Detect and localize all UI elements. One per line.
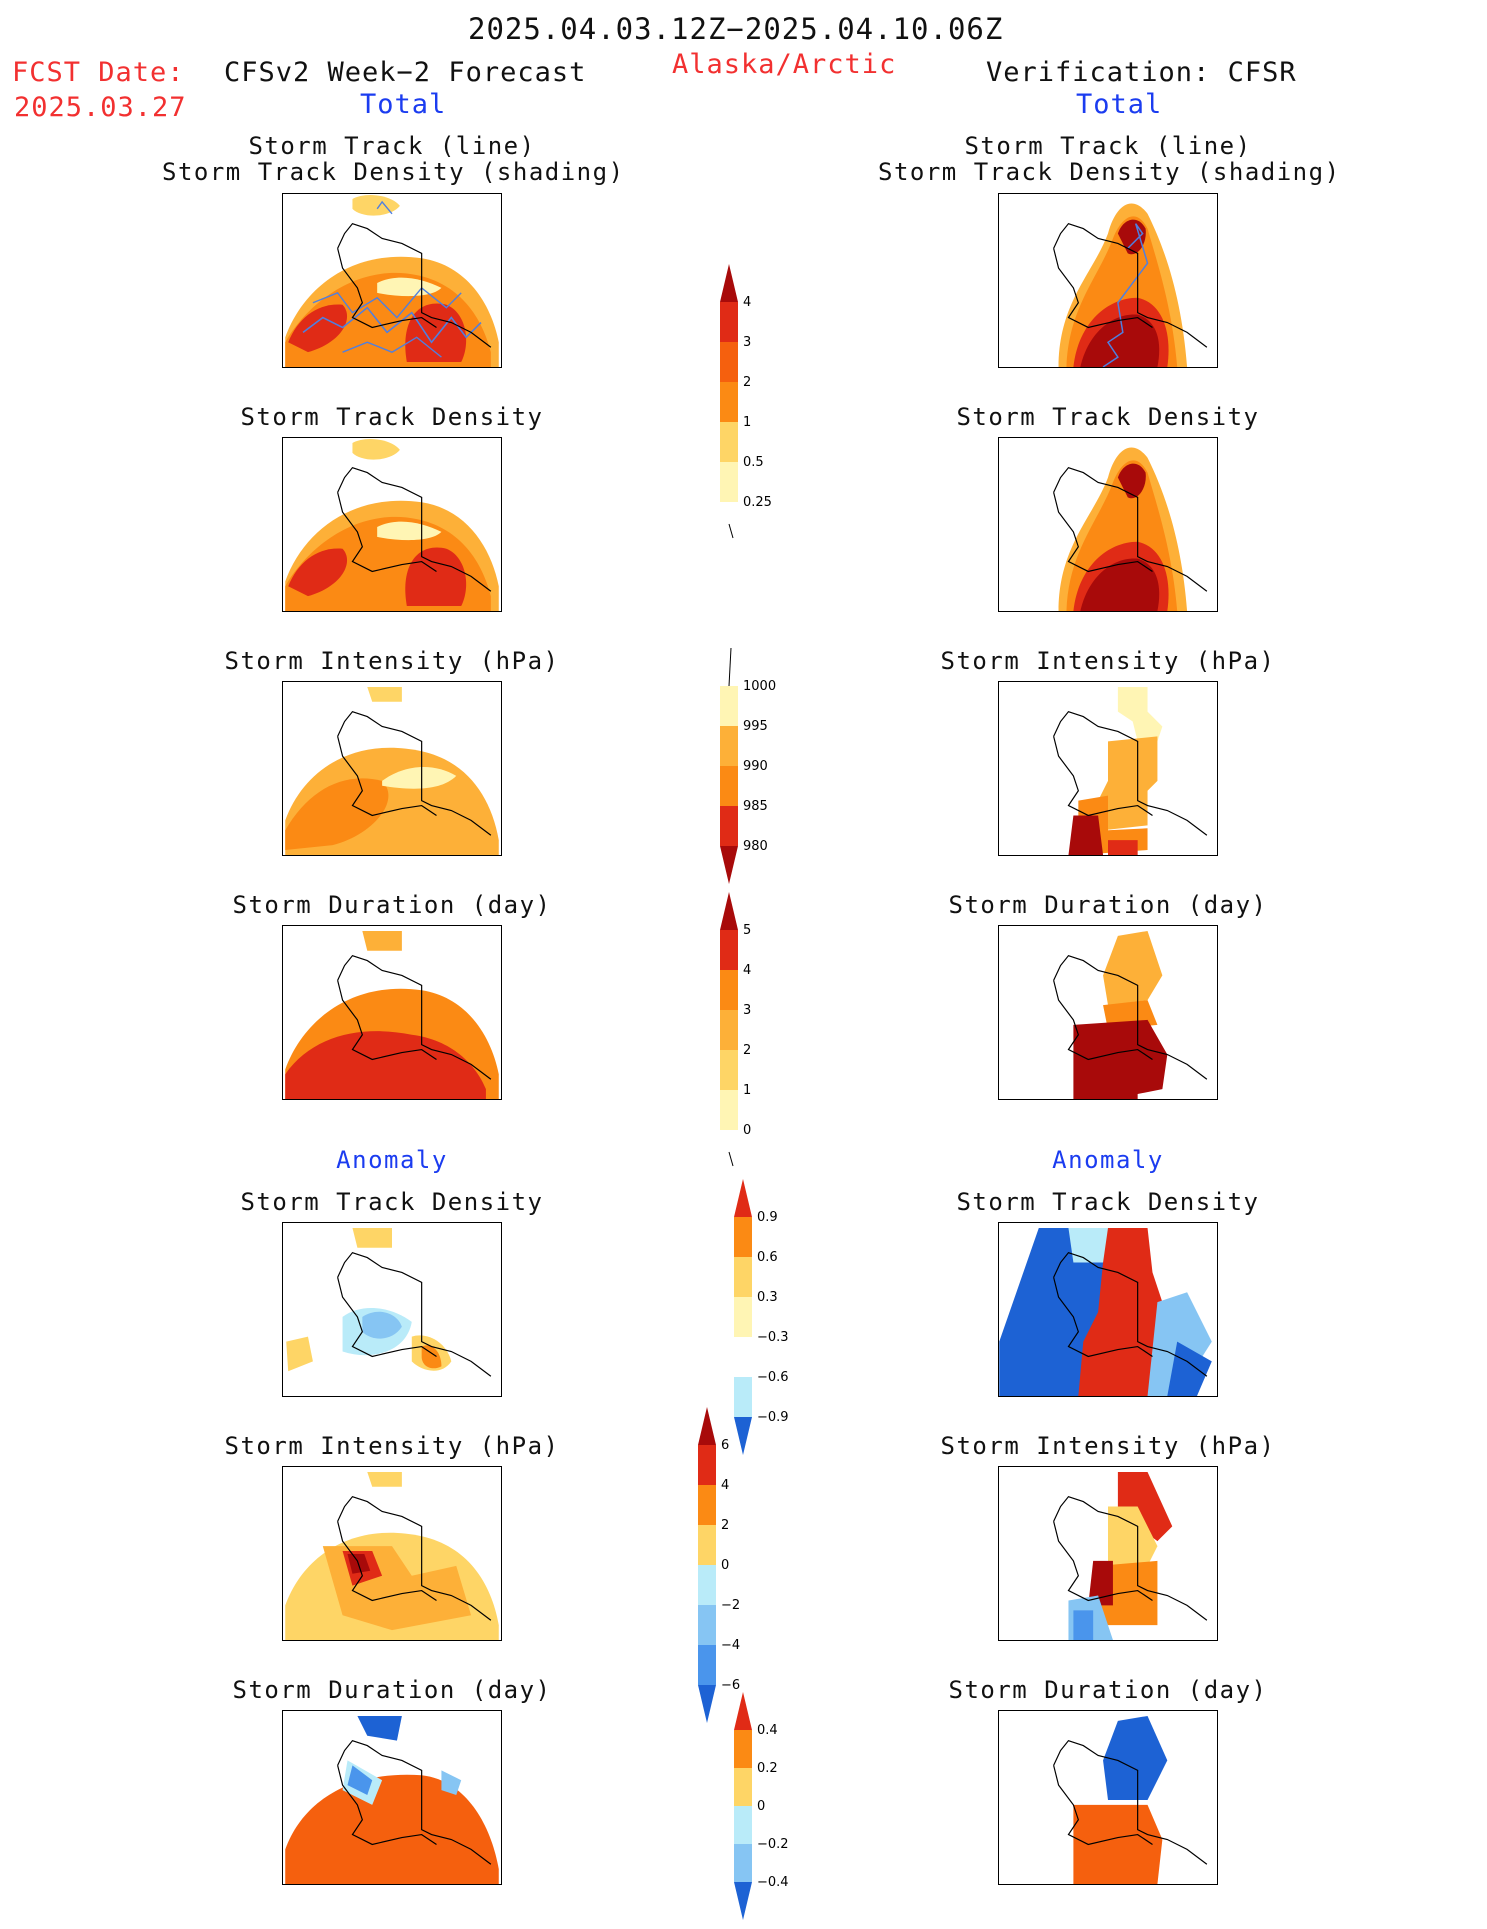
date-range-title: 2025.04.03.12Z−2025.04.10.06Z (468, 12, 1004, 46)
intensity-total-colorbar: 1000 995 990 985 980 (712, 646, 792, 900)
anom-intensity-tick: −6 (721, 1678, 740, 1693)
right-track-line-title: Storm Track (line) (964, 132, 1252, 160)
left-duration-title: Storm Duration (day) (232, 891, 552, 919)
track-density-tick: 3 (743, 335, 751, 350)
track-density-tick: 1 (743, 415, 751, 430)
duration-tick: 5 (743, 923, 751, 938)
right-anom-track-density-map (998, 1222, 1218, 1397)
duration-total-colorbar: 5 4 3 2 1 0 (712, 890, 792, 1184)
left-track-shading-title: Storm Track Density (shading) (162, 158, 625, 186)
right-track-density-title: Storm Track Density (956, 403, 1260, 431)
right-anomaly-label: Anomaly (1052, 1146, 1164, 1174)
anom-track-density-tick: 0.6 (757, 1250, 778, 1265)
forecast-title: CFSv2 Week−2 Forecast (224, 57, 587, 88)
right-duration-map (998, 925, 1218, 1100)
track-density-tick: 2 (743, 375, 751, 390)
left-intensity-map (282, 681, 502, 856)
anom-duration-tick: −0.2 (757, 1837, 789, 1852)
anom-duration-tick: 0 (757, 1799, 765, 1814)
right-duration-title: Storm Duration (day) (948, 891, 1268, 919)
left-track-density-map (282, 437, 502, 612)
anom-duration-tick: 0.2 (757, 1761, 778, 1776)
right-anom-intensity-map (998, 1466, 1218, 1641)
left-track-density-title: Storm Track Density (240, 403, 544, 431)
anom-track-density-tick: −0.6 (757, 1370, 789, 1385)
anom-track-density-tick: −0.3 (757, 1330, 789, 1345)
right-total-label: Total (1076, 89, 1163, 120)
duration-anomaly-colorbar: 0.4 0.2 0 −0.2 −0.4 (726, 1690, 806, 1929)
region-title: Alaska/Arctic (672, 49, 897, 80)
right-track-density-map (998, 437, 1218, 612)
anom-duration-tick: 0.4 (757, 1723, 778, 1738)
left-anom-track-density-map (282, 1222, 502, 1397)
right-track-shading-title: Storm Track Density (shading) (878, 158, 1341, 186)
right-intensity-title: Storm Intensity (hPa) (940, 647, 1276, 675)
intensity-tick: 990 (743, 759, 768, 774)
right-storm-track-map (998, 193, 1218, 368)
anom-intensity-tick: 0 (721, 1558, 729, 1573)
left-anom-duration-title: Storm Duration (day) (232, 1676, 552, 1704)
intensity-tick: 1000 (743, 679, 776, 694)
anom-intensity-tick: −2 (721, 1598, 740, 1613)
anom-track-density-tick: 0.9 (757, 1210, 778, 1225)
right-anom-track-density-title: Storm Track Density (956, 1188, 1260, 1216)
track-density-tick: 0.5 (743, 455, 764, 470)
left-anom-duration-map (282, 1710, 502, 1885)
track-density-tick: 4 (743, 295, 751, 310)
fcst-date-value: 2025.03.27 (14, 92, 187, 123)
anom-intensity-tick: 6 (721, 1438, 729, 1453)
left-anom-intensity-map (282, 1466, 502, 1641)
right-intensity-map (998, 681, 1218, 856)
anom-intensity-tick: 2 (721, 1518, 729, 1533)
duration-tick: 2 (743, 1043, 751, 1058)
left-storm-track-map (282, 193, 502, 368)
left-anom-track-density-title: Storm Track Density (240, 1188, 544, 1216)
anom-track-density-tick: −0.9 (757, 1410, 789, 1425)
left-intensity-title: Storm Intensity (hPa) (224, 647, 560, 675)
intensity-tick: 985 (743, 799, 768, 814)
intensity-tick: 995 (743, 719, 768, 734)
anom-track-density-tick: 0.3 (757, 1290, 778, 1305)
duration-tick: 3 (743, 1003, 751, 1018)
fcst-date-label: FCST Date: (12, 57, 185, 88)
right-anom-duration-map (998, 1710, 1218, 1885)
verification-title: Verification: CFSR (986, 57, 1297, 88)
track-density-anomaly-colorbar: 0.9 0.6 0.3 −0.3 −0.6 −0.9 (726, 1177, 806, 1471)
left-anom-intensity-title: Storm Intensity (hPa) (224, 1432, 560, 1460)
right-anom-intensity-title: Storm Intensity (hPa) (940, 1432, 1276, 1460)
track-density-total-colorbar: 4 3 2 1 0.5 0.25 (712, 262, 792, 556)
anom-duration-tick: −0.4 (757, 1875, 789, 1890)
anom-intensity-tick: −4 (721, 1638, 740, 1653)
track-density-tick: 0.25 (743, 495, 772, 510)
right-anom-duration-title: Storm Duration (day) (948, 1676, 1268, 1704)
duration-tick: 4 (743, 963, 751, 978)
duration-tick: 0 (743, 1123, 751, 1138)
left-duration-map (282, 925, 502, 1100)
intensity-tick: 980 (743, 839, 768, 854)
left-total-label: Total (360, 89, 447, 120)
anom-intensity-tick: 4 (721, 1478, 729, 1493)
duration-tick: 1 (743, 1083, 751, 1098)
intensity-anomaly-colorbar: 6 4 2 0 −2 −4 −6 (690, 1405, 770, 1739)
left-anomaly-label: Anomaly (336, 1146, 448, 1174)
left-track-line-title: Storm Track (line) (248, 132, 536, 160)
